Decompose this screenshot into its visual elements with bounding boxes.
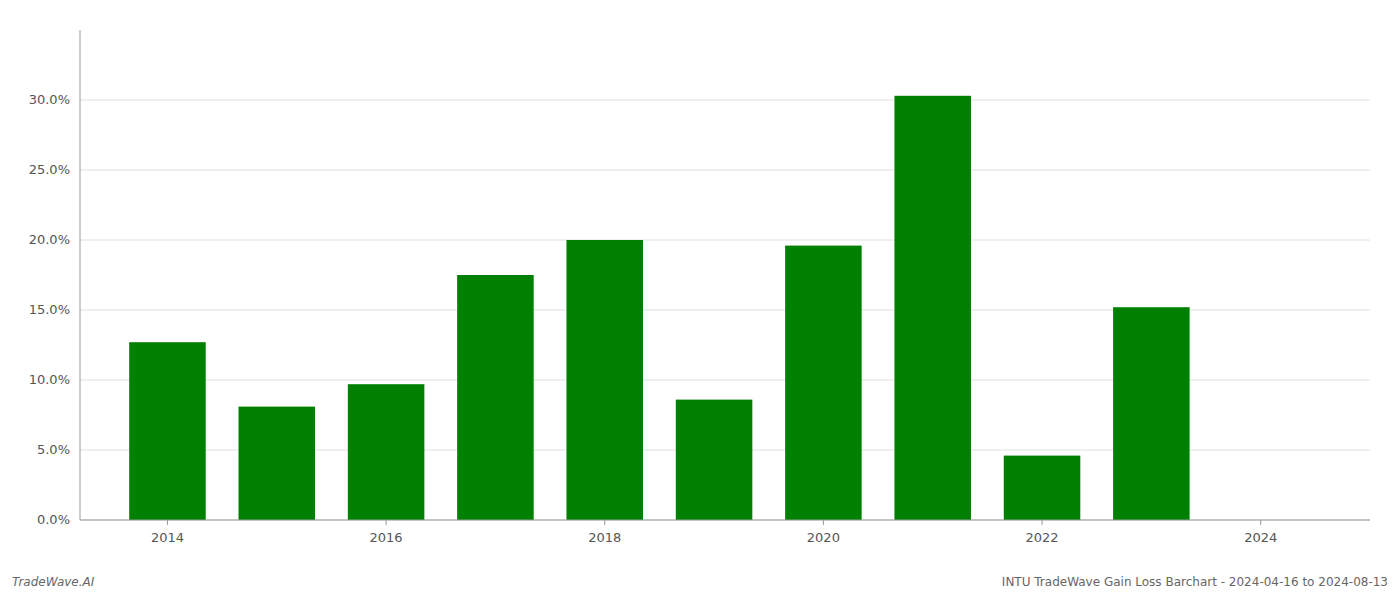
x-tick-label: 2016 [370,530,403,545]
bar [457,275,534,520]
x-tick-label: 2022 [1025,530,1058,545]
y-axis-line [80,30,81,520]
x-tick-label: 2020 [807,530,840,545]
x-axis-line [80,520,1370,521]
grid-line [80,170,1370,171]
bar [894,96,971,520]
bars [129,96,1189,520]
x-tick [386,520,387,525]
grid-line [80,520,1370,521]
bar [566,240,643,520]
x-tick [823,520,824,525]
bar [129,342,206,520]
x-tick [1042,520,1043,525]
bar [676,400,753,520]
x-tick [167,520,168,525]
y-tick-label: 0.0% [37,512,70,527]
y-tick-label: 25.0% [29,162,70,177]
y-tick-labels: 0.0% 5.0% 10.0% 15.0% 20.0% 25.0% 30.0% [29,92,70,527]
bar [239,407,316,520]
x-tick [1260,520,1261,525]
bar [1004,456,1081,520]
chart-container: 0.0%5.0%10.0%15.0%20.0%25.0%30.0%2014201… [0,0,1400,600]
grid-line [80,240,1370,241]
x-ticks: 2014 2016 2018 2020 2022 2024 [151,520,1277,545]
y-tick-label: 15.0% [29,302,70,317]
y-tick-label: 30.0% [29,92,70,107]
bar [785,246,862,520]
background [0,0,1400,600]
footer-right: INTU TradeWave Gain Loss Barchart - 2024… [1002,575,1388,589]
grid-line [80,100,1370,101]
y-grid [80,100,1370,520]
y-tick-label: 5.0% [37,442,70,457]
y-tick-label: 20.0% [29,232,70,247]
bar [348,384,425,520]
y-tick-label: 10.0% [29,372,70,387]
x-tick-label: 2018 [588,530,621,545]
x-tick-label: 2024 [1244,530,1277,545]
chart-svg: 0.0%5.0%10.0%15.0%20.0%25.0%30.0%2014201… [0,0,1400,600]
footer-left: TradeWave.AI [12,575,95,589]
x-tick [604,520,605,525]
x-tick-label: 2014 [151,530,184,545]
bar [1113,307,1190,520]
